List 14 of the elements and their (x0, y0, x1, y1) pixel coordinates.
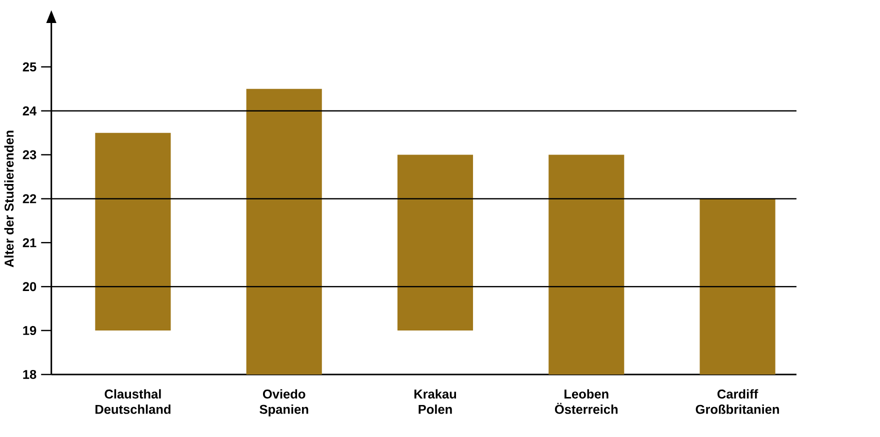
y-tick-label: 19 (23, 326, 36, 336)
y-axis-title: Alter der Studierenden (4, 130, 14, 268)
y-tick-label: 25 (22, 62, 36, 72)
x-tick-label: Oviedo Spanien (260, 389, 308, 417)
y-tick-label: 24 (22, 106, 37, 116)
x-tick-label: Krakau Polen (414, 389, 456, 414)
y-tick-label: 22 (22, 194, 36, 204)
y-tick-label: 18 (23, 370, 36, 380)
y-tick-label: 20 (22, 282, 36, 292)
x-tick-label: Cardiff Großbritanien (696, 389, 779, 414)
y-tick-label: 23 (22, 150, 36, 160)
x-tick-label: Clausthal Deutschland (96, 389, 170, 414)
x-tick-label: Leoben Österreich (554, 389, 618, 414)
y-tick-label: 21 (22, 238, 36, 248)
